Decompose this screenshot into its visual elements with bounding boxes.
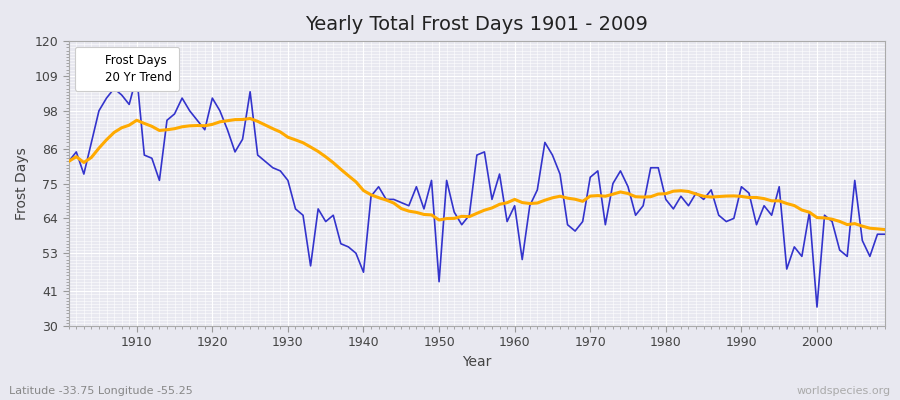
Frost Days: [879, 232, 890, 237]
Line: 20 Yr Trend: 20 Yr Trend: [68, 118, 885, 230]
Frost Days: [63, 159, 74, 164]
Line: Frost Days: Frost Days: [68, 76, 885, 307]
20 Yr Trend: [245, 116, 256, 121]
Frost Days: [298, 213, 309, 218]
Frost Days: [124, 102, 135, 107]
Frost Days: [517, 257, 527, 262]
20 Yr Trend: [343, 173, 354, 178]
Text: Latitude -33.75 Longitude -55.25: Latitude -33.75 Longitude -55.25: [9, 386, 193, 396]
Y-axis label: Frost Days: Frost Days: [15, 147, 29, 220]
20 Yr Trend: [517, 200, 527, 205]
20 Yr Trend: [879, 227, 890, 232]
Frost Days: [509, 203, 520, 208]
X-axis label: Year: Year: [463, 355, 491, 369]
20 Yr Trend: [63, 159, 74, 164]
20 Yr Trend: [298, 140, 309, 145]
Title: Yearly Total Frost Days 1901 - 2009: Yearly Total Frost Days 1901 - 2009: [305, 15, 648, 34]
Frost Days: [812, 305, 823, 310]
Frost Days: [343, 244, 354, 249]
20 Yr Trend: [124, 123, 135, 128]
Text: worldspecies.org: worldspecies.org: [796, 386, 891, 396]
Frost Days: [131, 74, 142, 78]
20 Yr Trend: [509, 197, 520, 202]
Frost Days: [608, 181, 618, 186]
20 Yr Trend: [608, 192, 618, 196]
Legend: Frost Days, 20 Yr Trend: Frost Days, 20 Yr Trend: [75, 47, 179, 91]
